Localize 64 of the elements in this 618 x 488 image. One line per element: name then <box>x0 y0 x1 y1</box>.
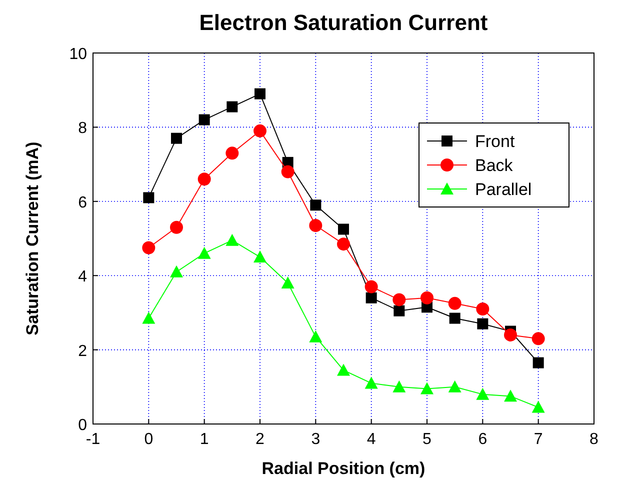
x-tick-label: 7 <box>534 431 543 448</box>
point <box>476 388 490 400</box>
point <box>476 302 490 316</box>
point <box>170 265 183 278</box>
point <box>254 250 266 263</box>
point <box>226 101 238 112</box>
point <box>281 276 294 289</box>
point <box>532 400 545 413</box>
point <box>142 241 156 254</box>
point <box>310 200 322 211</box>
point <box>198 114 210 126</box>
x-tick-label: 2 <box>256 431 265 448</box>
chart-title: Electron Saturation Current <box>199 10 488 35</box>
y-tick-label: 6 <box>78 194 88 212</box>
point <box>198 172 211 186</box>
x-tick-label: 4 <box>366 431 376 448</box>
y-tick-label: 0 <box>78 417 88 434</box>
x-tick-label: 1 <box>200 431 209 448</box>
y-tick-label: 2 <box>78 342 88 360</box>
x-tick-label: 6 <box>478 431 488 448</box>
legend-label: Parallel <box>475 180 532 199</box>
point <box>448 296 462 310</box>
y-tick-label: 8 <box>78 120 88 138</box>
point <box>504 390 517 402</box>
point <box>504 328 517 342</box>
x-tick-label: -1 <box>86 431 100 448</box>
point <box>170 220 183 234</box>
point <box>254 88 266 100</box>
point <box>281 165 294 178</box>
point <box>532 357 544 368</box>
point <box>337 238 350 251</box>
point <box>171 132 182 144</box>
point <box>309 330 322 342</box>
point <box>394 305 405 316</box>
legend-label: Back <box>475 156 514 175</box>
x-tick-label: 8 <box>590 431 599 448</box>
legend-label: Front <box>475 132 515 151</box>
point <box>364 376 378 389</box>
point <box>420 382 434 394</box>
y-axis-title: Saturation Current (mA) <box>23 142 42 336</box>
point <box>420 291 434 304</box>
x-tick-label: 3 <box>311 431 320 448</box>
x-tick-label: 0 <box>144 431 154 448</box>
point <box>226 146 239 160</box>
point <box>142 312 156 324</box>
point <box>143 192 154 204</box>
y-tick-label: 10 <box>69 46 88 63</box>
point <box>532 332 545 346</box>
point <box>449 312 460 324</box>
x-axis-title: Radial Position (cm) <box>262 459 426 478</box>
point <box>226 234 239 246</box>
point <box>448 380 462 392</box>
point <box>337 364 350 376</box>
point <box>198 246 211 259</box>
point <box>309 219 322 232</box>
point <box>392 293 406 306</box>
point <box>366 292 377 304</box>
point <box>364 280 378 294</box>
x-tick-label: 5 <box>422 431 432 448</box>
y-tick-label: 4 <box>78 268 88 286</box>
point <box>392 380 406 392</box>
point <box>477 318 488 330</box>
point <box>338 224 349 235</box>
point <box>254 124 266 138</box>
